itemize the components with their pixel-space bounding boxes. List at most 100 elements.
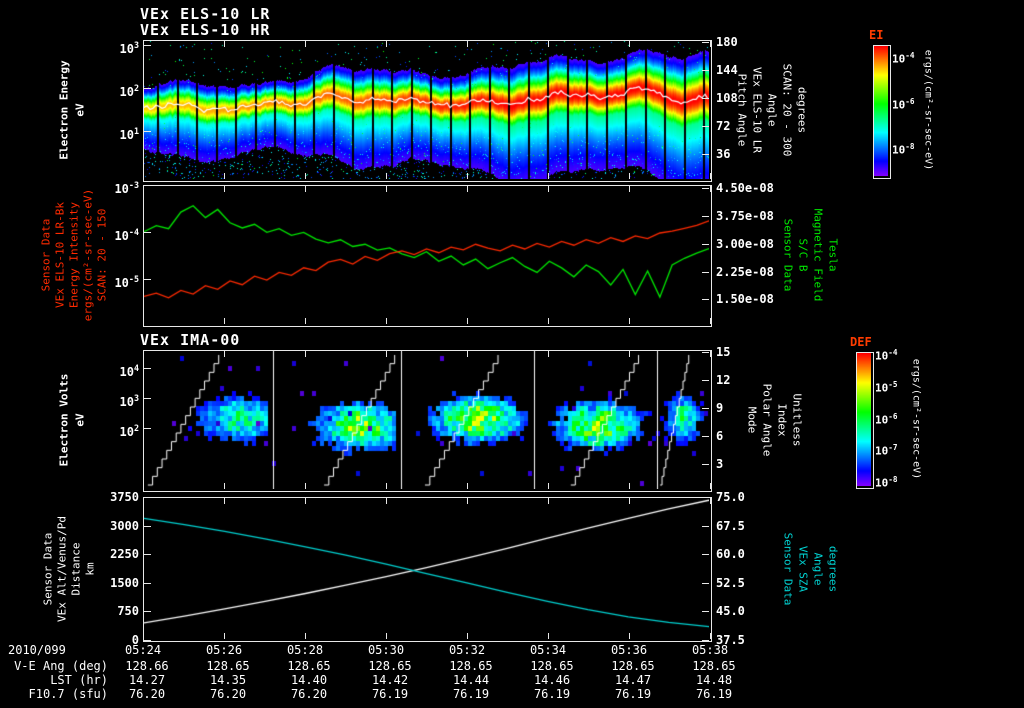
tick-mark [144,428,151,429]
y-tick-label-left: 0 [131,633,139,647]
tick-mark [144,45,151,46]
ima-colorbar-canvas [857,353,871,486]
tick-mark [629,483,630,489]
tick-mark [386,351,387,357]
y-tick-label-right: 9 [716,401,724,415]
table-cell: 76.19 [695,687,733,701]
tick-mark [548,186,549,192]
tick-mark [144,497,151,498]
els-colorbar [873,45,891,179]
ima-colorbar-unit-label: ergs/(cm²-sr-sec-eV) [910,358,922,480]
title-els-10-hr: VEx ELS-10 HR [140,21,271,39]
axis-label-left: eV [73,103,87,117]
ephemeris-canvas [144,498,709,639]
tick-mark [467,186,468,192]
tick-mark [702,299,709,300]
y-tick-label-right: 3.00e-08 [716,237,774,251]
ima-colorbar-title: DEF [850,335,872,349]
tick-mark [305,186,306,192]
table-row-label: F10.7 (sfu) [28,687,108,701]
tick-mark [143,483,144,489]
tick-mark [629,351,630,357]
tick-mark [702,42,709,43]
table-row-label: V-E Ang (deg) [14,659,108,673]
y-tick-label-left: 2250 [110,547,139,561]
y-tick-label-left: 101 [119,126,140,142]
axis-label-left: SCAN: 20 - 150 [95,208,109,302]
tick-mark [710,498,711,504]
tick-mark [548,633,549,639]
axis-label-left: VEx Alt/Venus/Pd [55,515,69,622]
tick-mark [710,318,711,324]
y-tick-label-right: 3 [716,457,724,471]
y-tick-label-right: 12 [716,373,731,387]
tick-mark [386,186,387,192]
tick-mark [702,272,709,273]
axis-label-left: Electron Volts [57,373,71,467]
axis-label-right: SCAN: 20 - 300 [780,63,794,157]
tick-mark [629,186,630,192]
tick-mark [144,398,151,399]
tick-mark [702,98,709,99]
axis-label-left: ergs/(cm²-sr-sec-eV) [81,188,95,322]
table-cell: 128.65 [611,659,655,673]
tick-mark [467,498,468,504]
date-label: 2010/099 [8,643,66,657]
tick-mark [305,318,306,324]
y-tick-label-left: 103 [119,393,140,409]
tick-mark [144,611,151,612]
table-cell: 128.65 [692,659,736,673]
ephemeris-panel [143,497,712,642]
els-colorbar-canvas [874,46,888,176]
table-cell: 14.46 [533,673,571,687]
tick-mark [386,498,387,504]
els-colorbar-unit-label: ergs/(cm²-sr-sec-eV) [922,49,934,171]
tick-mark [143,186,144,192]
tick-mark [224,633,225,639]
tick-mark [702,611,709,612]
table-cell: 14.27 [128,673,166,687]
axis-label-left: Distance [69,542,83,595]
tick-mark [386,173,387,179]
tick-mark [702,352,709,353]
colorbar-tick-label: 10-5 [875,380,898,395]
title-els-10-lr: VEx ELS-10 LR [140,5,271,23]
tick-mark [144,368,151,369]
tick-mark [143,318,144,324]
table-cell: 128.65 [368,659,412,673]
tick-mark [143,41,144,47]
colorbar-tick-label: 10-8 [892,142,915,157]
time-tick-label: 05:32 [448,643,486,657]
tick-mark [548,351,549,357]
axis-label-left: VEx ELS-10 LR-Bk [53,202,67,308]
y-tick-label-left: 104 [119,363,140,379]
tick-mark [467,173,468,179]
y-tick-label-right: 36 [716,147,731,161]
els-colorbar-title: EI [869,28,884,42]
y-tick-label-right: 37.5 [716,633,745,647]
tick-mark [548,173,549,179]
axis-label-right: Tesla [826,238,840,272]
table-cell: 14.35 [209,673,247,687]
y-tick-label-right: 45.0 [716,604,745,618]
table-cell: 76.19 [614,687,652,701]
tick-mark [386,318,387,324]
ima-colorbar [856,352,874,489]
tick-mark [224,498,225,504]
y-tick-label-left: 103 [119,40,140,56]
time-tick-label: 05:26 [205,643,243,657]
els-spectrogram-canvas [144,41,709,179]
tick-mark [629,173,630,179]
table-cell: 14.47 [614,673,652,687]
y-tick-label-right: 3.75e-08 [716,209,774,223]
intensity-bfield-canvas [144,186,709,324]
colorbar-tick-label: 10-4 [892,51,915,66]
tick-mark [224,483,225,489]
tick-mark [710,186,711,192]
table-cell: 14.44 [452,673,490,687]
y-tick-label-right: 144 [716,63,738,77]
tick-mark [305,351,306,357]
tick-mark [386,483,387,489]
y-tick-label-right: 6 [716,429,724,443]
